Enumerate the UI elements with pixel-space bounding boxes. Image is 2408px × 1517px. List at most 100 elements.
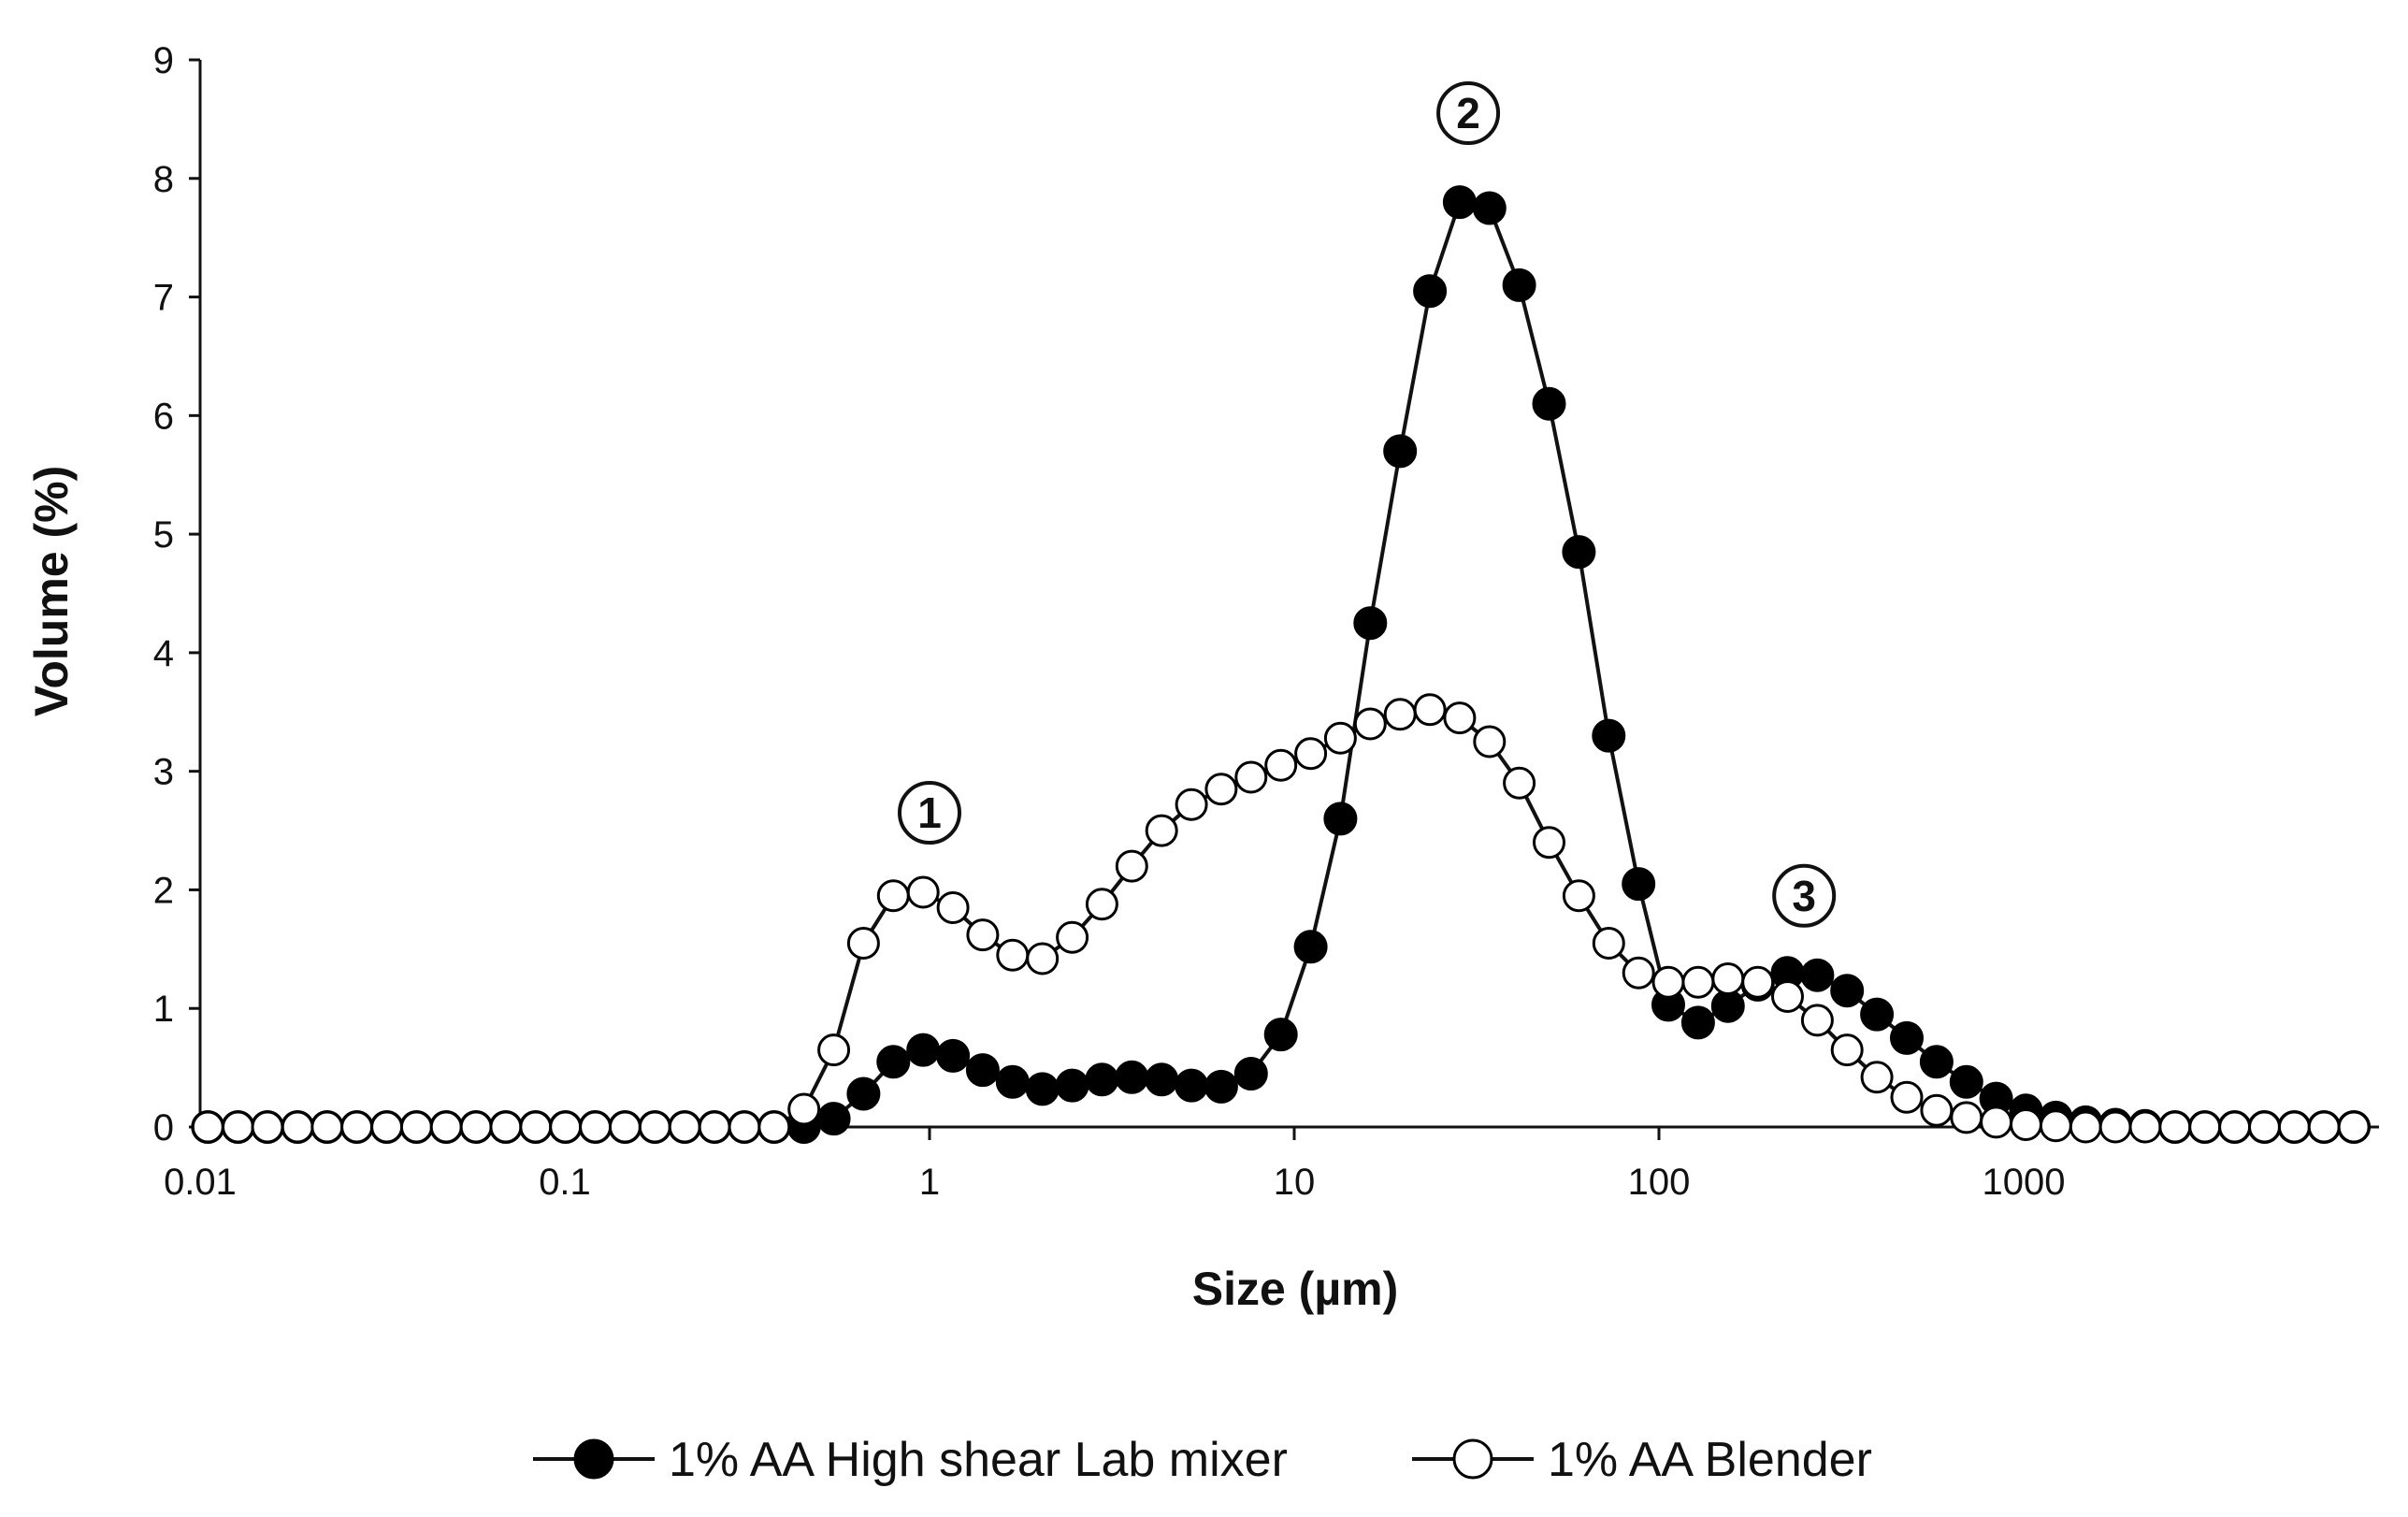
data-point-high-shear (1353, 606, 1388, 641)
data-point-blender (1115, 849, 1148, 883)
legend-item-high-shear: 1% AA High shear Lab mixer (533, 1433, 1288, 1487)
data-point-high-shear (1472, 191, 1507, 225)
data-point-blender (2098, 1110, 2132, 1144)
data-point-high-shear (965, 1053, 1000, 1088)
y-tick-label: 1 (153, 989, 174, 1030)
peak-marker-circle (1436, 81, 1501, 146)
data-point-blender (310, 1110, 344, 1144)
data-point-blender (489, 1110, 523, 1144)
data-point-high-shear (1204, 1069, 1238, 1104)
y-axis-title: Volume (%) (25, 466, 78, 717)
data-point-blender (251, 1110, 284, 1144)
data-point-blender (846, 927, 880, 960)
legend-label-blender: 1% AA Blender (1548, 1433, 1872, 1487)
data-point-blender (2010, 1108, 2042, 1141)
data-point-blender (1562, 879, 1595, 913)
x-tick-label: 0.1 (539, 1162, 591, 1203)
data-point-blender (1771, 980, 1804, 1013)
data-point-blender (876, 879, 910, 913)
data-point-high-shear (1233, 1057, 1268, 1091)
data-point-blender (2069, 1110, 2102, 1144)
data-point-blender (787, 1092, 821, 1126)
data-point-blender (1204, 773, 1238, 806)
data-point-high-shear (995, 1064, 1030, 1099)
data-point-high-shear (1413, 274, 1448, 309)
legend-label-high-shear: 1% AA High shear Lab mixer (669, 1433, 1288, 1487)
data-point-blender (1056, 920, 1089, 954)
data-point-blender (1860, 1061, 1894, 1094)
axes-layer: 0 1 2 3 4 5 6 7 8 9 0.01 0.1 1 10 100 1000 (153, 40, 2379, 1203)
data-point-high-shear (1890, 1020, 1924, 1055)
data-point-high-shear (1800, 958, 1835, 992)
data-point-blender (1383, 698, 1417, 731)
data-point-high-shear (1025, 1072, 1060, 1106)
data-point-blender (191, 1110, 224, 1144)
data-point-blender (996, 938, 1030, 972)
data-point-high-shear (1323, 802, 1358, 836)
data-point-blender (1353, 707, 1387, 741)
data-point-blender (757, 1110, 791, 1144)
y-tick-label: 6 (153, 396, 174, 437)
data-point-blender (1592, 927, 1625, 960)
data-point-blender (1443, 701, 1477, 735)
data-point-blender (1651, 965, 1685, 999)
x-tick-label: 0.01 (164, 1162, 237, 1203)
data-point-high-shear (1532, 386, 1566, 421)
data-point-high-shear (1145, 1062, 1179, 1097)
data-point-blender (2337, 1110, 2371, 1144)
data-point-blender (1890, 1080, 1924, 1114)
legend: 1% AA High shear Lab mixer 1% AA Blender (533, 1433, 1872, 1487)
data-point-blender (579, 1110, 613, 1144)
data-point-high-shear (1293, 930, 1328, 964)
y-tick-label: 9 (153, 40, 174, 81)
y-tick-label: 8 (153, 159, 174, 200)
data-point-high-shear (1175, 1068, 1209, 1103)
data-point-blender (2188, 1110, 2222, 1144)
peak-marker-circle (1772, 863, 1837, 928)
data-point-high-shear (936, 1038, 971, 1073)
peak-marker-label: 2 (1456, 89, 1480, 137)
data-point-blender (2248, 1110, 2281, 1144)
x-axis-title: Size (µm) (1192, 1263, 1399, 1315)
data-point-blender (281, 1110, 314, 1144)
data-point-high-shear (1680, 1005, 1715, 1040)
series-layer (191, 185, 2372, 1144)
y-tick-label: 3 (153, 752, 174, 793)
data-point-blender (429, 1110, 463, 1144)
data-point-high-shear (1085, 1062, 1119, 1097)
data-point-blender (1085, 888, 1118, 921)
data-point-blender (1622, 956, 1655, 990)
data-point-blender (2218, 1110, 2252, 1144)
y-tick-label: 5 (153, 514, 174, 556)
data-point-blender (1294, 737, 1328, 771)
data-point-blender (459, 1110, 493, 1144)
data-point-blender (1473, 725, 1507, 758)
data-point-blender (1980, 1105, 2013, 1139)
data-point-blender (549, 1110, 583, 1144)
data-point-blender (1533, 826, 1565, 860)
peak-marker-label: 3 (1792, 872, 1816, 920)
data-point-blender (1026, 942, 1060, 975)
data-point-high-shear (1383, 434, 1418, 469)
y-tick-label: 0 (153, 1107, 174, 1149)
data-point-blender (2158, 1110, 2192, 1144)
legend-item-blender: 1% AA Blender (1412, 1433, 1872, 1487)
data-point-blender (1234, 760, 1268, 794)
data-point-blender (370, 1110, 404, 1144)
legend-marker-high-shear (573, 1438, 614, 1480)
data-point-high-shear (1830, 974, 1865, 1008)
data-point-blender (1741, 965, 1775, 999)
data-point-high-shear (1115, 1060, 1149, 1094)
data-point-high-shear (1860, 997, 1895, 1032)
peak-marker-label: 1 (917, 788, 942, 837)
data-point-blender (936, 891, 970, 924)
data-point-high-shear (1442, 185, 1477, 220)
data-point-high-shear (876, 1045, 911, 1079)
data-point-high-shear (1622, 867, 1656, 902)
x-tick-label: 1 (919, 1162, 940, 1203)
data-point-blender (340, 1110, 374, 1144)
x-tick-label: 10 (1274, 1162, 1316, 1203)
data-point-high-shear (1502, 267, 1536, 302)
data-point-blender (1175, 787, 1208, 821)
